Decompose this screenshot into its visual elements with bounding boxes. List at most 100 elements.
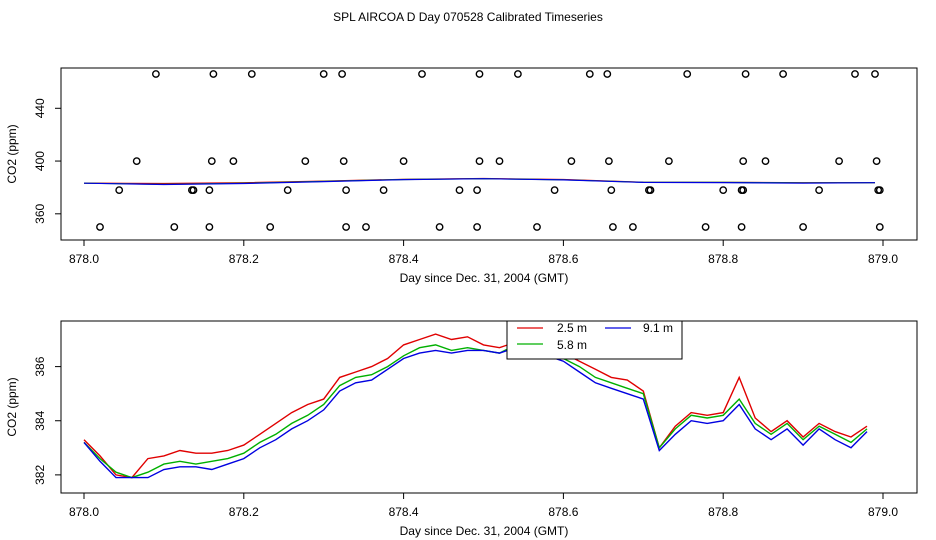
plot1-point <box>779 70 787 78</box>
plot1-point <box>266 223 275 231</box>
plot1-x-tick-label: 879.0 <box>868 252 898 266</box>
plot1-x-tick-label: 878.6 <box>548 252 578 266</box>
plot1-points <box>96 70 884 231</box>
plot1-point <box>799 223 807 231</box>
plot2-series-5-8-m <box>83 344 868 479</box>
plot1-point <box>603 70 612 78</box>
plot1-point <box>871 70 879 78</box>
plot1-x-tick-label: 878.0 <box>69 252 99 266</box>
plot1-point <box>872 157 881 166</box>
plot1-point <box>207 157 216 166</box>
plot2-y-axis: 382 384 386 <box>33 356 62 485</box>
plot1-point <box>739 186 748 195</box>
plot1-point <box>585 70 594 78</box>
plot1-point <box>96 223 104 231</box>
plot1-point <box>301 157 310 166</box>
plot1-point <box>338 70 346 78</box>
legend-label-9-1m: 9.1 m <box>643 321 673 335</box>
plot1-y-tick-label: 400 <box>33 151 47 171</box>
plot1-point <box>170 223 179 231</box>
plot2-y-tick-label: 386 <box>33 356 47 376</box>
plot1-xlabel: Day since Dec. 31, 2004 (GMT) <box>400 271 569 285</box>
plot2-y-tick-label: 382 <box>33 465 47 485</box>
plot1-point <box>342 223 350 231</box>
plot1-point <box>741 70 750 78</box>
plot1-point <box>362 223 370 231</box>
plot1-point <box>683 70 692 78</box>
plot1-point <box>550 186 559 195</box>
plot1-point <box>473 223 481 231</box>
plot1-point <box>495 157 504 166</box>
plot1-point <box>132 157 141 166</box>
plot1-point <box>875 223 884 231</box>
plot1-point <box>205 223 214 231</box>
plot1-point <box>115 186 124 195</box>
plot1-point <box>319 70 328 78</box>
plot1-point <box>229 157 238 166</box>
plot1-x-tick-label: 878.4 <box>389 252 419 266</box>
plot2-x-tick-label: 879.0 <box>868 505 898 519</box>
plot2-x-tick-label: 878.6 <box>548 505 578 519</box>
plot1-point <box>514 70 522 78</box>
plot1-point <box>283 186 292 195</box>
plot1-point <box>739 157 748 166</box>
plot2-x-axis: 878.0 878.2 878.4 878.6 878.8 879.0 <box>69 492 898 519</box>
plot2-ylabel: CO2 (ppm) <box>5 377 19 436</box>
legend-box <box>506 320 683 360</box>
plot1-point <box>665 157 673 166</box>
plot1-point <box>761 157 770 166</box>
plot1-point <box>475 70 484 78</box>
plot1-series <box>83 177 876 186</box>
plot1-point <box>435 223 444 231</box>
plot1-point <box>646 186 655 195</box>
plot1-x-tick-label: 878.8 <box>708 252 738 266</box>
plot2-x-tick-label: 878.0 <box>69 505 99 519</box>
plot1-point <box>379 186 388 195</box>
plot1-point <box>399 157 408 166</box>
plot1-point <box>567 157 576 166</box>
plot1-point <box>719 186 728 195</box>
plot1-x-tick-label: 878.2 <box>229 252 259 266</box>
plot2-series-2-5-m <box>83 333 868 479</box>
plot2-x-tick-label: 878.8 <box>708 505 738 519</box>
plot2-xlabel: Day since Dec. 31, 2004 (GMT) <box>400 524 569 538</box>
plot1-point <box>475 157 484 166</box>
plot1-y-axis: 360 400 440 <box>33 98 62 224</box>
plot1-point <box>205 186 214 195</box>
plot1-point <box>455 186 464 195</box>
plot1-point <box>851 70 859 78</box>
plot1-point <box>875 186 884 195</box>
plot1-point <box>342 186 350 195</box>
plot1-series-blue <box>83 178 876 186</box>
plot1-point <box>701 223 710 231</box>
plot1-ylabel: CO2 (ppm) <box>5 124 19 183</box>
legend-label-2-5m: 2.5 m <box>557 321 587 335</box>
plot2-series <box>83 333 868 479</box>
plot1-point <box>607 186 616 195</box>
plot1-point <box>737 223 746 231</box>
plot1-point <box>209 70 218 78</box>
plot2-x-tick-label: 878.2 <box>229 505 259 519</box>
plot1-y-tick-label: 360 <box>33 203 47 223</box>
plot2-series-9-1-m <box>83 346 868 479</box>
legend: 2.5 m 9.1 m 5.8 m <box>506 320 683 360</box>
plot1-point <box>533 223 541 231</box>
plot1-point <box>609 223 617 231</box>
chart-title: SPL AIRCOA D Day 070528 Calibrated Times… <box>333 10 603 24</box>
plot1-point <box>151 70 160 78</box>
plot1-point <box>247 70 256 78</box>
plot1-point <box>418 70 426 78</box>
plot1-point <box>605 157 613 166</box>
plot1-point <box>835 157 843 166</box>
plot1-x-axis: 878.0 878.2 878.4 878.6 878.8 879.0 <box>69 239 898 266</box>
legend-label-5-8m: 5.8 m <box>557 338 587 352</box>
plot2-y-tick-label: 384 <box>33 410 47 430</box>
plot1-point <box>189 186 198 195</box>
plot1-frame <box>60 67 918 241</box>
plot1-y-tick-label: 440 <box>33 98 47 118</box>
plot1-point <box>629 223 637 231</box>
plot1-point <box>815 186 823 195</box>
plot2-x-tick-label: 878.4 <box>389 505 419 519</box>
plot1-point <box>339 157 348 166</box>
